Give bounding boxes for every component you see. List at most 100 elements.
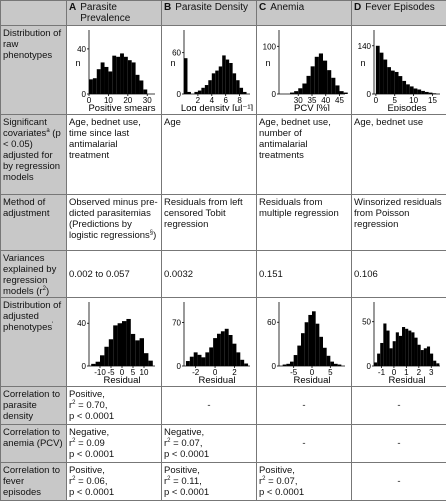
- histogram-bar: [190, 357, 194, 366]
- column-title: Parasite Density: [175, 2, 248, 13]
- variance-a: 0.002 to 0.057: [67, 251, 162, 298]
- histogram-bar: [390, 348, 393, 366]
- histogram-bar: [290, 362, 294, 366]
- corr-anemia-c: -: [257, 425, 352, 463]
- histogram-bar: [236, 352, 240, 366]
- method-b: Residuals from left censored Tobit regre…: [162, 195, 257, 251]
- column-title: Parasite Prevalence: [80, 2, 159, 24]
- histogram-bar: [208, 80, 211, 94]
- y-tick-label: 0: [272, 362, 277, 371]
- histogram-bar: [120, 53, 124, 94]
- y-tick-label: 0: [177, 90, 182, 99]
- histogram-bar: [395, 72, 399, 94]
- y-tick-label: 0: [177, 362, 182, 371]
- y-tick-label: 40: [77, 319, 86, 328]
- histogram-bar: [201, 88, 204, 94]
- histogram-bar: [383, 60, 387, 94]
- histogram-bar: [327, 70, 331, 94]
- histogram-bar: [135, 340, 139, 366]
- histogram-bar: [421, 350, 424, 366]
- histogram-bar: [186, 361, 190, 366]
- y-tick-label: 140: [358, 42, 372, 51]
- histogram-bar: [335, 85, 339, 94]
- histogram-bar: [194, 352, 198, 366]
- histogram-bar: [427, 347, 430, 366]
- histogram-bar: [221, 331, 225, 366]
- column-header-b: B Parasite Density: [162, 1, 257, 26]
- histogram-bar: [305, 322, 309, 366]
- y-axis-label: n: [360, 58, 365, 68]
- histogram-bar: [414, 338, 417, 366]
- histogram-bar: [240, 88, 243, 94]
- histogram-bar: [406, 84, 410, 94]
- histogram-bar: [411, 332, 414, 366]
- corr-fever-d: -: [352, 463, 446, 501]
- histogram-bar: [433, 361, 436, 366]
- histogram-bar: [302, 84, 306, 94]
- histogram-bar: [93, 78, 97, 94]
- histogram-bar: [131, 334, 135, 366]
- histogram-bar: [340, 91, 344, 94]
- histogram-bar: [410, 86, 414, 94]
- method-a: Observed minus pre-dicted parasitemias (…: [67, 195, 162, 251]
- x-axis-label: Residual: [104, 375, 141, 383]
- row-label-adjusted: Distribution of adjusted phenotypes': [1, 298, 67, 387]
- histogram-bar: [380, 53, 384, 94]
- row-label-covariates: Significant covariatesa (p < 0.05) adjus…: [1, 115, 67, 195]
- histogram-bar: [327, 356, 331, 366]
- y-tick-label: 40: [77, 45, 86, 54]
- method-d: Winsorized residuals from Poisson regres…: [352, 195, 446, 251]
- method-c: Residuals from multiple regression: [257, 195, 352, 251]
- histogram-bar: [399, 76, 403, 94]
- histogram-bar: [124, 57, 128, 94]
- histogram-bar: [408, 331, 411, 366]
- histogram-bar: [212, 73, 215, 94]
- column-letter: C: [259, 2, 266, 13]
- histogram-bar: [136, 75, 140, 94]
- y-tick-label: 60: [267, 318, 276, 327]
- x-axis-label: Positive smears: [88, 103, 155, 111]
- histogram-bar: [198, 355, 202, 366]
- histogram-bar: [386, 331, 389, 366]
- histogram-bar: [316, 324, 320, 366]
- histogram-bar: [396, 332, 399, 366]
- column-letter: D: [354, 2, 361, 13]
- corr-fever-b: Positive,r2 = 0.11,p < 0.0001: [162, 463, 257, 501]
- corr-anemia-d: -: [352, 425, 446, 463]
- y-tick-label: 60: [172, 49, 181, 58]
- histogram-bar: [331, 78, 335, 94]
- histogram-bar: [100, 355, 104, 366]
- histogram-bar: [301, 333, 305, 366]
- method-row: Method of adjustment Observed minus pre-…: [1, 195, 446, 251]
- histogram-bar: [229, 63, 232, 94]
- column-letter: B: [164, 2, 171, 13]
- histogram-bar: [215, 71, 218, 94]
- row-label-corr-anemia: Correlation to anemia (PCV): [1, 425, 67, 463]
- histogram-bar: [226, 60, 229, 94]
- histogram-bar: [418, 345, 421, 366]
- x-tick-label: 0: [374, 96, 379, 105]
- histogram-bar: [116, 57, 120, 94]
- histogram-bar: [391, 71, 395, 94]
- histogram-bar: [140, 338, 144, 366]
- covariates-row: Significant covariatesa (p < 0.05) adjus…: [1, 115, 446, 195]
- histogram-bar: [201, 357, 205, 366]
- corr-density-row: Correlation to parasite density Positive…: [1, 387, 446, 425]
- histogram-bar: [424, 348, 427, 366]
- histogram-bar: [89, 79, 93, 94]
- histogram-bar: [405, 329, 408, 366]
- histogram-bar: [323, 348, 327, 366]
